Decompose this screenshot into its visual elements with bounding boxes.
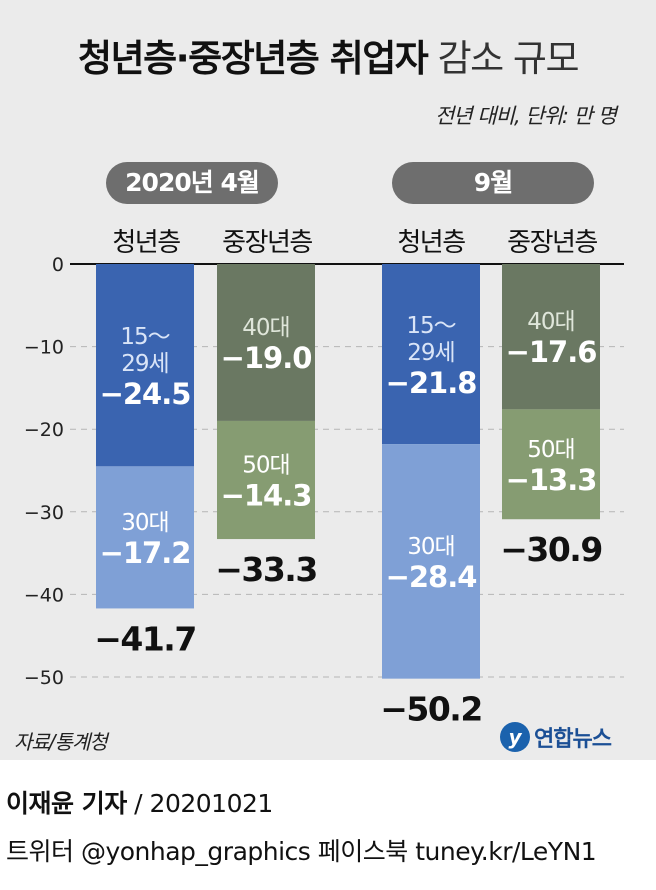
source-note: 자료/통계청 [14,730,108,754]
publish-date: / 20201021 [134,789,273,818]
yonhap-logo: y 연합뉴스 [500,720,612,754]
y-tick-label: −30 [24,502,64,524]
chart-title: 청년층·중장년층 취업자 감소 규모 [0,28,656,82]
segment-name-label: 29세 [407,340,454,366]
title-bold: 청년층·중장년층 취업자 [77,37,429,80]
segment-name-label: 30대 [121,510,168,536]
y-tick-label: 0 [52,254,64,276]
yonhap-logo-icon: y [500,722,530,752]
segment-name-label: 15～ [406,313,456,339]
category-label-middle-april: 중장년층 [222,228,313,258]
bar-total-label: −33.3 [215,550,317,589]
bar-segment-april-middle-1 [217,420,315,540]
segment-name-label: 50대 [527,437,574,463]
bar-total-label: −41.7 [94,619,196,658]
bar-segment-september-middle-1 [502,409,600,520]
category-label-youth-april: 청년층 [112,228,181,258]
bar-segment-april-youth-1 [96,466,194,609]
y-tick-label: −50 [24,667,64,689]
yonhap-logo-text: 연합뉴스 [534,727,612,752]
segment-value-label: −13.3 [506,463,597,497]
segment-value-label: −21.8 [386,366,477,400]
segment-value-label: −17.2 [100,536,191,570]
y-tick-label: −10 [24,337,64,359]
segment-value-label: −19.0 [221,341,312,375]
segment-value-label: −14.3 [221,478,312,512]
unit-note: 전년 대비, 단위: 만 명 [434,104,617,128]
segment-name-label: 40대 [527,309,574,335]
segment-value-label: −24.5 [100,377,191,411]
group-pill-september: 9월 [392,162,594,204]
segment-name-label: 30대 [407,534,454,560]
bar-segment-april-youth-0 [96,264,194,467]
bar-segment-september-youth-1 [382,444,480,679]
title-normal: 감소 규모 [437,37,580,80]
y-tick-label: −40 [24,584,64,606]
bar-segment-april-middle-0 [217,264,315,421]
category-label-middle-september: 중장년층 [507,228,598,258]
segment-name-label: 50대 [242,452,289,478]
credit-line: 이재윤 기자 / 20201021 [6,784,273,820]
bar-total-label: −50.2 [380,690,482,729]
segment-name-label: 40대 [242,315,289,341]
bar-total-label: −30.9 [500,530,602,569]
social-links: 트위터 @yonhap_graphics 페이스북 tuney.kr/LeYN1 [6,837,597,866]
reporter-name: 이재윤 기자 [6,789,127,818]
segment-name-label: 15～ [120,324,170,350]
category-label-youth-september: 청년층 [397,228,466,258]
bar-segment-september-youth-0 [382,264,480,445]
segment-name-label: 29세 [121,351,168,377]
bar-segment-september-middle-0 [502,264,600,410]
stacked-bar-chart: 0−10−20−30−40−5015～29세−24.530대−17.2−41.7… [24,254,624,729]
segment-value-label: −17.6 [506,335,597,369]
segment-value-label: −28.4 [386,560,477,594]
y-tick-label: −20 [24,419,64,441]
group-pill-april: 2020년 4월 [106,162,278,204]
